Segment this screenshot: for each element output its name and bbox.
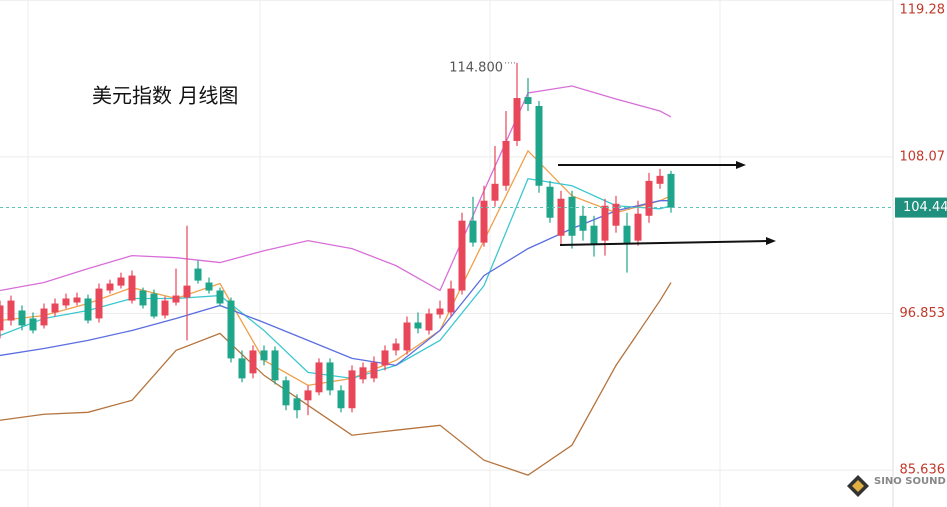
candle-body [95,288,103,319]
indicator-line [0,200,671,367]
chart-title: 美元指数 月线图 [92,84,238,108]
candle-body [546,186,554,218]
indicator-line [0,282,672,476]
candle-body [348,370,356,409]
candle-body [128,275,136,301]
candle-body [414,322,422,329]
y-tick-label: 85.636 [900,463,946,478]
watermark-icon [847,475,869,497]
candle-body [51,303,59,313]
candle-body [282,380,290,406]
candle-body [447,288,455,313]
arrows [558,161,776,246]
candle-body [183,285,191,298]
candle-body [62,298,70,306]
y-tick-label: 96.853 [900,306,946,321]
candle-body [337,390,345,409]
candle-body [238,358,246,379]
candle-body [568,196,576,236]
candle-body [634,213,642,241]
candle-body [205,282,213,291]
candle-body [612,203,620,226]
y-tick-label: 119.28 [900,3,946,18]
candle-body [623,225,631,244]
candle-body [73,297,81,303]
candle-body [7,300,15,321]
candle-body [425,313,433,331]
candle-body [304,390,312,401]
vertical-grid [27,0,721,507]
candle-body [40,308,48,326]
candle-body [535,106,543,186]
candle-body [601,205,609,241]
candle-body [557,198,565,236]
candle-body [172,295,180,303]
candle-body [656,175,664,184]
candle-body [249,350,257,374]
candle-body [29,318,37,331]
candle-body [216,290,224,304]
candle-body [392,343,400,351]
candle-body [0,305,4,331]
candle-body [293,398,301,411]
annotation: 114.800 [449,60,503,75]
watermark: SINO SOUND [874,476,946,487]
candle-body [315,362,323,393]
candle-body [161,300,169,316]
candle-body [84,298,92,321]
candle-body [194,268,202,281]
candle-body [579,215,587,231]
candle-body [403,322,411,351]
candle-body [271,350,279,381]
candle-body [480,200,488,243]
candle-body [469,220,477,243]
candle-body [381,350,389,366]
candle-body [18,310,26,326]
indicator-line [0,85,672,292]
candle-body [326,362,334,391]
candle-body [590,225,598,244]
candle-body [106,283,114,291]
candle-body [117,277,125,286]
candle-body [370,362,378,379]
candle-body [227,300,235,359]
candle-body [436,308,444,315]
candle-body [150,293,158,317]
candle-body [139,290,147,306]
candle-body [260,350,268,361]
candle-body [491,183,499,201]
candle-body [513,98,521,141]
candle-body [645,180,653,216]
candle-body [458,220,466,291]
y-tick-label: 108.07 [900,149,946,164]
candle-body [359,367,367,380]
last-price-box [895,197,947,218]
last-price-label: 104.44 [903,200,947,215]
candle-body [524,97,532,105]
candle-body [502,140,510,186]
candle-body [667,173,675,208]
